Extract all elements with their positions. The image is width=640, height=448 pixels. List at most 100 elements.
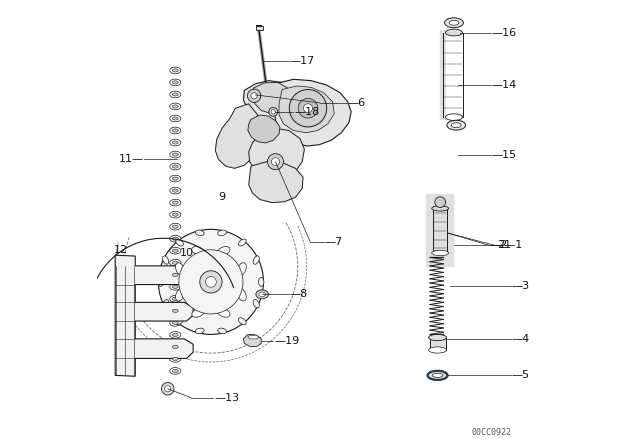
Polygon shape (249, 128, 305, 180)
Ellipse shape (170, 344, 181, 350)
Ellipse shape (172, 165, 178, 168)
Text: —15: —15 (492, 150, 516, 160)
Ellipse shape (447, 120, 465, 130)
Ellipse shape (172, 105, 178, 108)
Ellipse shape (172, 297, 178, 300)
Circle shape (298, 99, 318, 118)
Ellipse shape (172, 81, 178, 84)
Text: 11—: 11— (119, 155, 144, 164)
Ellipse shape (195, 230, 204, 236)
Text: —1: —1 (493, 241, 512, 250)
Polygon shape (252, 82, 294, 114)
Ellipse shape (451, 123, 461, 128)
Ellipse shape (195, 328, 204, 334)
Ellipse shape (172, 153, 178, 156)
Ellipse shape (429, 347, 447, 353)
Ellipse shape (237, 263, 246, 276)
Polygon shape (216, 104, 262, 168)
Ellipse shape (432, 206, 449, 211)
Ellipse shape (192, 246, 205, 255)
Ellipse shape (170, 127, 181, 134)
Ellipse shape (218, 328, 227, 334)
Ellipse shape (170, 332, 181, 338)
Circle shape (289, 90, 326, 127)
Ellipse shape (172, 333, 178, 336)
Ellipse shape (172, 117, 178, 120)
Bar (256, 26, 262, 30)
Ellipse shape (170, 103, 181, 110)
Ellipse shape (170, 247, 181, 254)
Ellipse shape (172, 141, 178, 144)
Text: —3: —3 (511, 281, 529, 291)
Polygon shape (243, 81, 302, 126)
Text: 9: 9 (218, 192, 226, 202)
Ellipse shape (239, 318, 246, 325)
Ellipse shape (428, 371, 447, 379)
Ellipse shape (170, 368, 181, 374)
Ellipse shape (170, 284, 181, 290)
Text: —2: —2 (489, 241, 508, 250)
Ellipse shape (172, 358, 178, 361)
Circle shape (248, 89, 260, 103)
Circle shape (251, 93, 257, 99)
Ellipse shape (445, 18, 463, 28)
Text: —13: —13 (214, 392, 239, 403)
Ellipse shape (432, 373, 443, 377)
Ellipse shape (256, 290, 268, 299)
Ellipse shape (172, 201, 178, 204)
Circle shape (179, 250, 243, 314)
Polygon shape (248, 335, 259, 339)
Ellipse shape (175, 263, 184, 276)
Ellipse shape (218, 308, 230, 317)
Circle shape (268, 154, 284, 170)
Ellipse shape (172, 93, 178, 96)
Circle shape (271, 158, 280, 166)
Ellipse shape (172, 129, 178, 132)
Ellipse shape (170, 356, 181, 362)
Text: 12: 12 (115, 245, 129, 255)
Ellipse shape (170, 139, 181, 146)
Ellipse shape (172, 249, 178, 252)
Ellipse shape (170, 319, 181, 326)
Text: —14: —14 (492, 80, 516, 90)
Polygon shape (279, 86, 334, 133)
Polygon shape (248, 115, 280, 143)
Text: —5: —5 (511, 370, 529, 380)
Circle shape (205, 276, 216, 287)
Text: —6: —6 (348, 98, 365, 108)
Ellipse shape (172, 261, 178, 264)
Ellipse shape (170, 151, 181, 158)
Ellipse shape (172, 213, 178, 216)
Ellipse shape (170, 175, 181, 182)
Ellipse shape (172, 69, 178, 72)
Ellipse shape (172, 345, 178, 349)
Ellipse shape (172, 321, 178, 324)
Circle shape (435, 197, 445, 207)
Ellipse shape (445, 114, 463, 121)
Ellipse shape (170, 211, 181, 218)
Polygon shape (243, 334, 261, 346)
Ellipse shape (237, 289, 246, 301)
Ellipse shape (192, 308, 205, 317)
Circle shape (269, 108, 278, 116)
Ellipse shape (170, 307, 181, 314)
Text: —18: —18 (294, 107, 319, 117)
Ellipse shape (253, 256, 259, 264)
Text: 2—1: 2—1 (497, 241, 522, 250)
Ellipse shape (170, 79, 181, 86)
Circle shape (303, 104, 312, 113)
Text: —19: —19 (274, 336, 300, 346)
Ellipse shape (176, 239, 184, 246)
Circle shape (158, 229, 264, 334)
Ellipse shape (218, 246, 230, 255)
Ellipse shape (170, 296, 181, 302)
Ellipse shape (172, 189, 178, 192)
Ellipse shape (172, 309, 178, 312)
Ellipse shape (163, 300, 169, 308)
Ellipse shape (239, 239, 246, 246)
Ellipse shape (158, 277, 163, 286)
Ellipse shape (253, 300, 259, 308)
Ellipse shape (432, 250, 449, 256)
Text: —7: —7 (324, 237, 342, 247)
Ellipse shape (170, 259, 181, 266)
